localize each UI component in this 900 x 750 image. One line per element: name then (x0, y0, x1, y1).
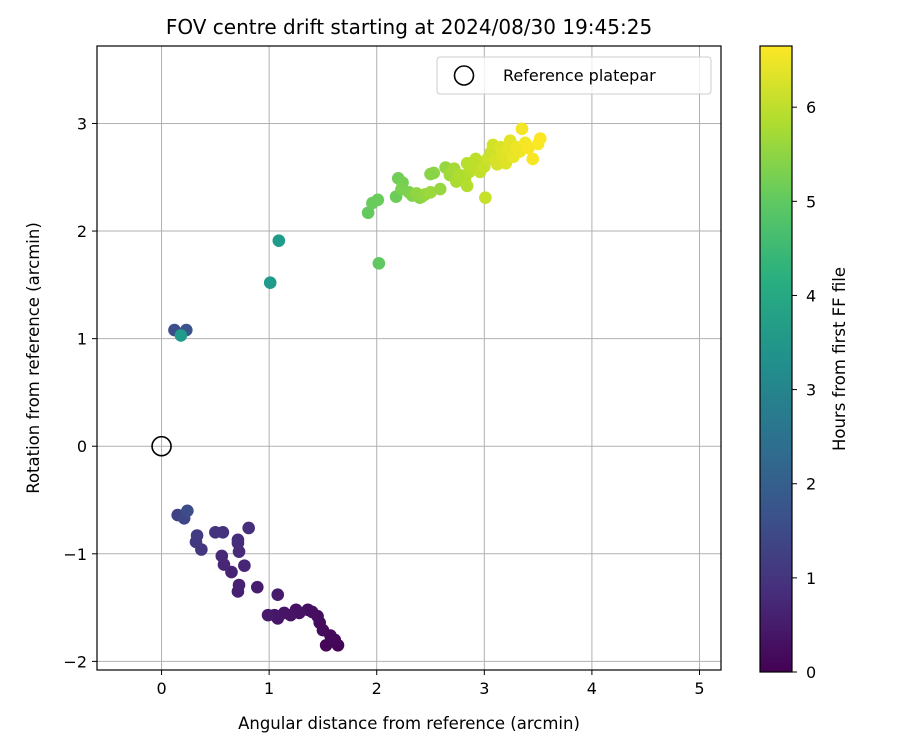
legend-box (436, 56, 712, 95)
data-point (371, 193, 385, 207)
data-point (361, 206, 375, 220)
data-point (251, 580, 264, 594)
reference-platepar-marker (151, 435, 172, 457)
data-point (372, 257, 386, 270)
data-point (263, 276, 277, 289)
x-tick-label: 5 (694, 679, 704, 698)
x-tick-label: 1 (264, 679, 274, 698)
x-tick-label: 4 (587, 679, 597, 698)
data-point (238, 559, 251, 572)
colorbar-gradient (759, 45, 793, 673)
plot-frame (96, 45, 722, 671)
data-point (533, 132, 547, 145)
y-tick-label: 0 (77, 437, 87, 456)
data-point (232, 578, 246, 592)
data-point (479, 191, 492, 204)
colorbar-tick-label: 3 (806, 381, 816, 400)
colorbar-tick-label: 4 (806, 286, 816, 305)
colorbar: 0 1 2 3 4 5 6 Hours from first FF file (759, 45, 849, 682)
y-tick-label: −1 (63, 545, 87, 564)
colorbar-ticks: 0 1 2 3 4 5 6 (792, 98, 816, 682)
x-axis-label: Angular distance from reference (arcmin) (238, 714, 580, 733)
data-point (515, 122, 529, 136)
data-point (433, 182, 447, 196)
colorbar-tick-label: 0 (806, 663, 816, 682)
data-point (424, 186, 437, 199)
data-points (168, 122, 547, 652)
y-tick-label: 1 (77, 330, 87, 349)
colorbar-label: Hours from first FF file (830, 267, 849, 451)
data-point (272, 234, 286, 248)
data-point (522, 141, 535, 155)
data-point (424, 167, 437, 181)
data-point (271, 588, 285, 601)
y-axis-label: Rotation from reference (arcmin) (24, 222, 43, 494)
data-point (174, 329, 188, 342)
chart-title: FOV centre drift starting at 2024/08/30 … (166, 15, 652, 39)
data-point (209, 525, 222, 539)
data-point (261, 608, 275, 622)
y-tick-label: 3 (77, 114, 87, 133)
data-point (231, 533, 245, 547)
legend: Reference platepar (436, 56, 712, 95)
data-point (190, 529, 204, 542)
colorbar-tick-label: 2 (806, 475, 816, 494)
y-tick-label: 2 (77, 222, 87, 241)
y-tick-label: −2 (63, 652, 87, 671)
colorbar-tick-label: 5 (806, 192, 816, 211)
data-point (181, 504, 194, 518)
data-point (460, 179, 474, 193)
legend-label: Reference platepar (503, 66, 656, 85)
colorbar-tick-label: 6 (806, 98, 816, 117)
legend-marker (453, 65, 475, 86)
data-point (215, 549, 229, 563)
x-tick-label: 3 (479, 679, 489, 698)
x-axis-ticks: 0 1 2 3 4 5 (156, 670, 705, 698)
data-point (242, 521, 255, 535)
data-point (469, 152, 483, 166)
x-tick-label: 0 (156, 679, 166, 698)
grid (97, 46, 721, 670)
colorbar-tick-label: 1 (806, 569, 816, 588)
data-point (526, 152, 540, 166)
x-tick-label: 2 (372, 679, 382, 698)
y-axis-ticks: −2 −1 0 1 2 3 (63, 114, 97, 671)
